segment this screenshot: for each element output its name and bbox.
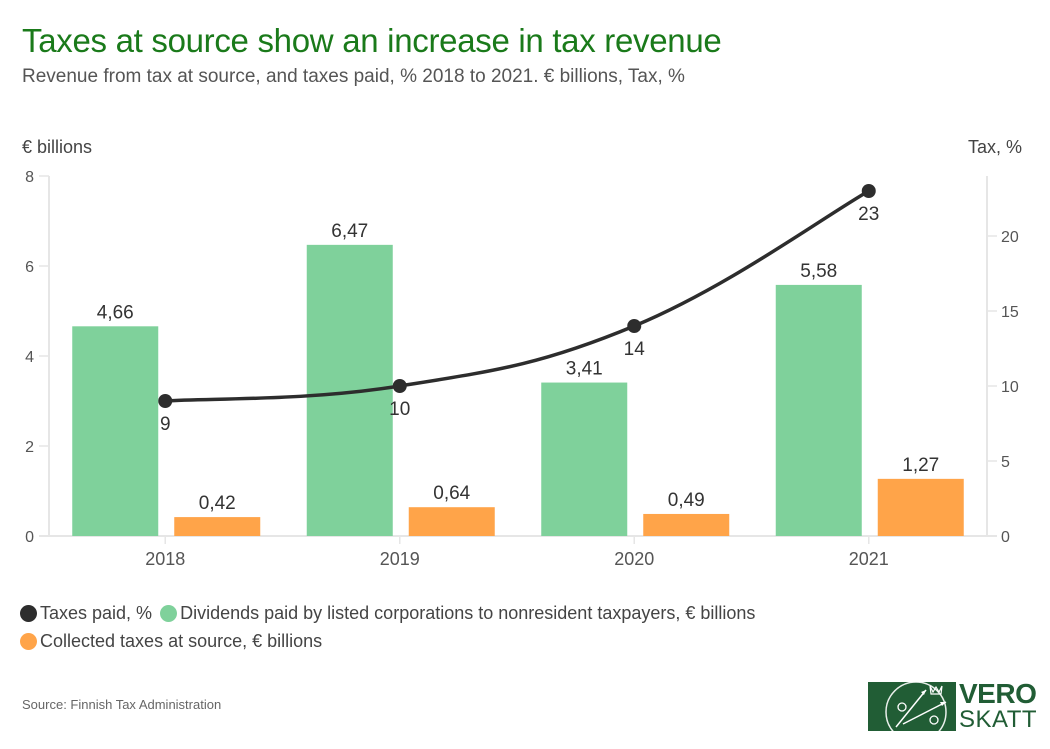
bar-data-label: 0,49 (668, 490, 705, 511)
bar-dividends (72, 326, 159, 536)
vero-skatt-logo: VERO SKATT (868, 680, 1037, 732)
line-point (861, 184, 876, 198)
bar-dividends (541, 382, 628, 536)
bar-data-label: 0,64 (433, 483, 470, 504)
right-tick-label: 20 (1001, 229, 1019, 246)
bar-data-label: 3,41 (566, 359, 603, 380)
line-point (392, 379, 407, 393)
chart-subtitle: Revenue from tax at source, and taxes pa… (22, 66, 685, 87)
legend-marker (20, 633, 37, 650)
legend-label: Taxes paid, % (40, 603, 153, 623)
bar-collected-taxes (643, 513, 730, 536)
emblem-icon (868, 681, 956, 731)
bar-collected-taxes (877, 478, 964, 536)
legend-marker (20, 605, 37, 622)
bar-data-label: 0,42 (199, 493, 236, 514)
legend-item-collected-taxes[interactable]: Collected taxes at source, € billions (20, 629, 322, 654)
left-tick-label: 6 (25, 259, 34, 276)
x-tick-label: 2021 (849, 549, 889, 569)
line-point (627, 319, 642, 333)
line-data-label: 9 (160, 414, 171, 435)
line-taxes-paid (165, 189, 870, 403)
legend-label: Collected taxes at source, € billions (40, 631, 323, 651)
source-note: Source: Finnish Tax Administration (22, 697, 222, 712)
line-data-label: 14 (624, 339, 646, 360)
x-tick-label: 2019 (380, 549, 420, 569)
bar-data-label: 1,27 (902, 455, 939, 476)
left-tick-label: 2 (25, 439, 34, 456)
chart-title: Taxes at source show an increase in tax … (22, 22, 722, 59)
line-point (158, 394, 173, 408)
legend-item-taxes-paid[interactable]: Taxes paid, % (20, 601, 152, 626)
bar-data-label: 5,58 (800, 261, 837, 282)
bar-dividends (775, 284, 862, 536)
logo-text-skatt: SKATT (959, 706, 1038, 733)
left-tick-label: 4 (25, 349, 34, 366)
legend-item-dividends[interactable]: Dividends paid by listed corporations to… (160, 601, 755, 626)
legend-marker (160, 605, 178, 622)
right-tick-label: 0 (1001, 529, 1010, 546)
left-tick-label: 8 (25, 169, 34, 186)
chart-area: 0 2 4 6 8 0 5 10 15 20 2018 2019 2020 2021 4,66 6,47 3,4… (25, 169, 1019, 569)
bar-collected-taxes (408, 507, 495, 536)
right-tick-label: 10 (1001, 379, 1019, 396)
legend: Taxes paid, % Dividends paid by listed c… (20, 601, 920, 657)
left-tick-label: 0 (25, 529, 34, 546)
bar-data-label: 6,47 (331, 221, 368, 242)
bar-data-label: 4,66 (97, 302, 134, 323)
left-axis-title: € billions (22, 137, 93, 157)
right-tick-label: 5 (1001, 454, 1010, 471)
x-tick-label: 2018 (145, 549, 185, 569)
bar-collected-taxes (174, 517, 261, 536)
right-axis-title: Tax, % (967, 137, 1022, 157)
x-tick-label: 2020 (614, 549, 654, 569)
line-data-label: 23 (858, 204, 879, 225)
line-data-label: 10 (389, 399, 410, 420)
logo-text-vero: VERO (959, 678, 1037, 709)
right-tick-label: 15 (1001, 304, 1019, 321)
legend-label: Dividends paid by listed corporations to… (180, 603, 756, 623)
